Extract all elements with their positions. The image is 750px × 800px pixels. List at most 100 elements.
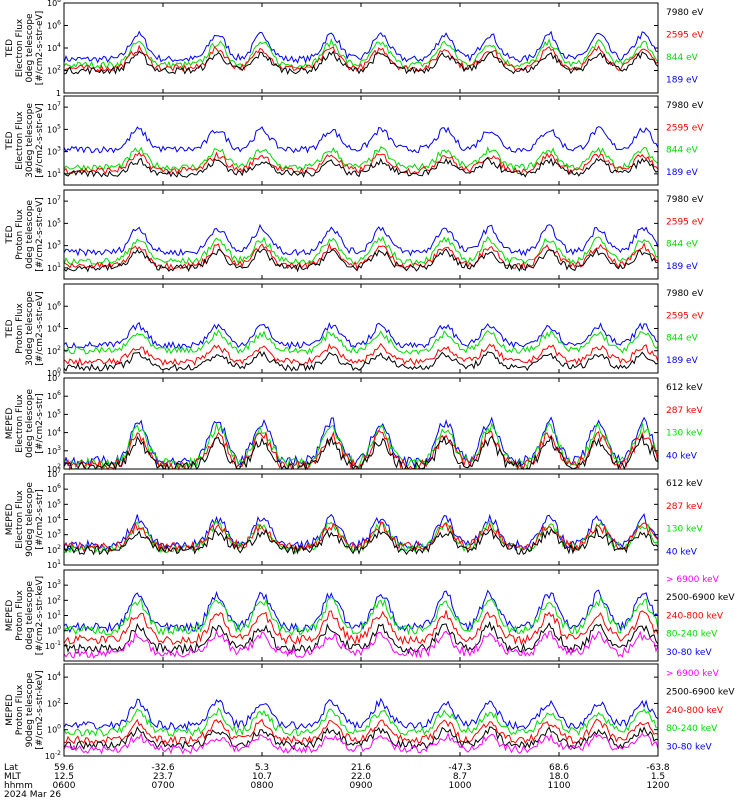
- y-tick-label: 104: [47, 427, 61, 438]
- legend-entry: 189 eV: [666, 76, 699, 86]
- y-tick-label: 105: [47, 217, 61, 228]
- x-col-mlt: 10.7: [252, 772, 272, 782]
- y-axis-label-line: 0deg telescope: [25, 389, 35, 459]
- legend-entry: 80-240 keV: [666, 630, 718, 640]
- legend-entry: 612 keV: [666, 479, 703, 489]
- x-col-lat: 5.3: [255, 763, 269, 773]
- legend-entry: 40 keV: [666, 451, 698, 461]
- y-axis-label-line: TED: [5, 39, 15, 58]
- y-axis-label: TED Proton Flux 30deg telescope [#/cm2-s-st…: [5, 291, 45, 366]
- legend-entry: 189 eV: [666, 262, 699, 272]
- y-tick-label: 106: [47, 300, 61, 311]
- y-tick-label: 102: [47, 594, 61, 605]
- y-tick-label: 101: [47, 168, 61, 179]
- x-row-label: Lat: [4, 763, 19, 773]
- y-tick-label: 10-2: [45, 750, 61, 761]
- series-trace-2500-6900-keV: [63, 620, 659, 656]
- legend-entry: 40 keV: [666, 547, 698, 557]
- series-trace-6900-keV: [63, 732, 659, 755]
- y-axis-label-line: [#/cm2-s-str-eV]: [35, 197, 45, 272]
- y-tick-label: 103: [47, 240, 61, 251]
- y-axis-label-line: TED: [5, 131, 15, 150]
- y-axis-label-line: 90deg telescope: [25, 672, 35, 747]
- y-axis-label-line: [#/cm2-s-str]: [35, 489, 45, 549]
- x-col-hhmm: 1100: [548, 781, 571, 791]
- x-col-lat: -63.8: [646, 763, 670, 773]
- y-axis-label: MEPED Electron Flux 90deg telescope [#/cm2-…: [5, 482, 45, 557]
- y-tick-label: 104: [47, 323, 61, 334]
- y-tick-label: 102: [47, 345, 61, 356]
- y-tick-label: 100: [47, 367, 61, 378]
- y-axis-label-line: 0deg telescope: [25, 581, 35, 651]
- x-row-label: 2024 Mar 26: [4, 790, 61, 800]
- series-trace-7980-eV: [63, 248, 659, 273]
- legend-entry: 2500-6900 keV: [666, 687, 735, 697]
- y-axis-label: MEPED Proton Flux 0deg telescope [#/cm2-s-s…: [5, 576, 45, 655]
- legend-entry: 189 eV: [666, 356, 699, 366]
- series-trace-189-eV: [63, 321, 659, 350]
- y-tick-label: 107: [47, 101, 61, 112]
- legend-entry: 30-80 keV: [666, 743, 712, 753]
- series-trace-189-eV: [63, 223, 659, 257]
- y-axis-label-line: [#/cm2-s-str-keV]: [35, 670, 45, 749]
- y-tick-label: 104: [47, 42, 61, 53]
- x-col-mlt: 1.5: [651, 772, 665, 782]
- x-col-hhmm: 0800: [251, 781, 274, 791]
- series-trace-6900-keV: [63, 629, 659, 659]
- legend-entry: 612 keV: [666, 383, 703, 393]
- series-trace-7980-eV: [63, 50, 659, 76]
- x-col-mlt: 23.7: [153, 772, 173, 782]
- y-tick-label: 101: [47, 262, 61, 273]
- y-axis-label-line: Proton Flux: [15, 684, 25, 735]
- y-tick-label: 102: [47, 463, 61, 474]
- y-axis-label-line: MEPED: [5, 694, 15, 726]
- legend-entry: 240-800 keV: [666, 611, 724, 621]
- x-col-lat: 21.6: [351, 763, 371, 773]
- series-trace-2595-eV: [63, 342, 659, 367]
- y-axis-label: TED Electron Flux 30deg telescope [#/cm2-s-…: [5, 103, 45, 178]
- legend-entry: 7980 eV: [666, 101, 704, 111]
- y-tick-label: 100: [47, 625, 61, 636]
- y-axis-label-line: Electron Flux: [15, 111, 25, 170]
- y-axis-label: MEPED Electron Flux 0deg telescope [#/cm2-s…: [5, 389, 45, 459]
- y-axis-label-line: [#/cm2-s-str-eV]: [35, 103, 45, 178]
- x-col-hhmm: 0700: [152, 781, 175, 791]
- y-tick-label: 107: [47, 372, 61, 383]
- y-axis-label-line: 30deg telescope: [25, 291, 35, 366]
- x-col-lat: 68.6: [549, 763, 569, 773]
- legend-entry: > 6900 keV: [666, 669, 720, 679]
- series-trace-844-eV: [63, 37, 659, 70]
- y-axis-label-line: Proton Flux: [15, 590, 25, 641]
- y-axis-label-line: MEPED: [5, 504, 15, 536]
- y-axis-label-line: [#/cm2-s-str-keV]: [35, 576, 45, 655]
- series-trace-189-eV: [63, 30, 659, 64]
- y-tick-label: 107: [47, 468, 61, 479]
- x-col-hhmm: 0600: [53, 781, 76, 791]
- x-col-hhmm: 1200: [647, 781, 670, 791]
- y-axis-label-line: 0deg telescope: [25, 13, 35, 83]
- y-tick-label: 106: [47, 483, 61, 494]
- legend-entry: 189 eV: [666, 168, 699, 178]
- y-axis-label: MEPED Proton Flux 90deg telescope [#/cm2-s-…: [5, 670, 45, 749]
- legend-entry: 844 eV: [666, 334, 699, 344]
- legend-entry: > 6900 keV: [666, 575, 720, 585]
- x-col-lat: -47.3: [448, 763, 471, 773]
- y-tick-label: 108: [47, 0, 61, 8]
- y-axis-label-line: Proton Flux: [15, 209, 25, 260]
- legend-entry: 130 keV: [666, 429, 703, 439]
- legend-entry: 2595 eV: [666, 311, 704, 321]
- legend-entry: 7980 eV: [666, 8, 704, 18]
- series-trace-240-800-keV: [63, 610, 659, 646]
- y-axis-label-line: 0deg telescope: [25, 200, 35, 270]
- legend-entry: 2500-6900 keV: [666, 593, 735, 603]
- legend-entry: 844 eV: [666, 146, 699, 156]
- x-col-lat: -32.6: [151, 763, 175, 773]
- y-tick-label: 1: [56, 89, 61, 98]
